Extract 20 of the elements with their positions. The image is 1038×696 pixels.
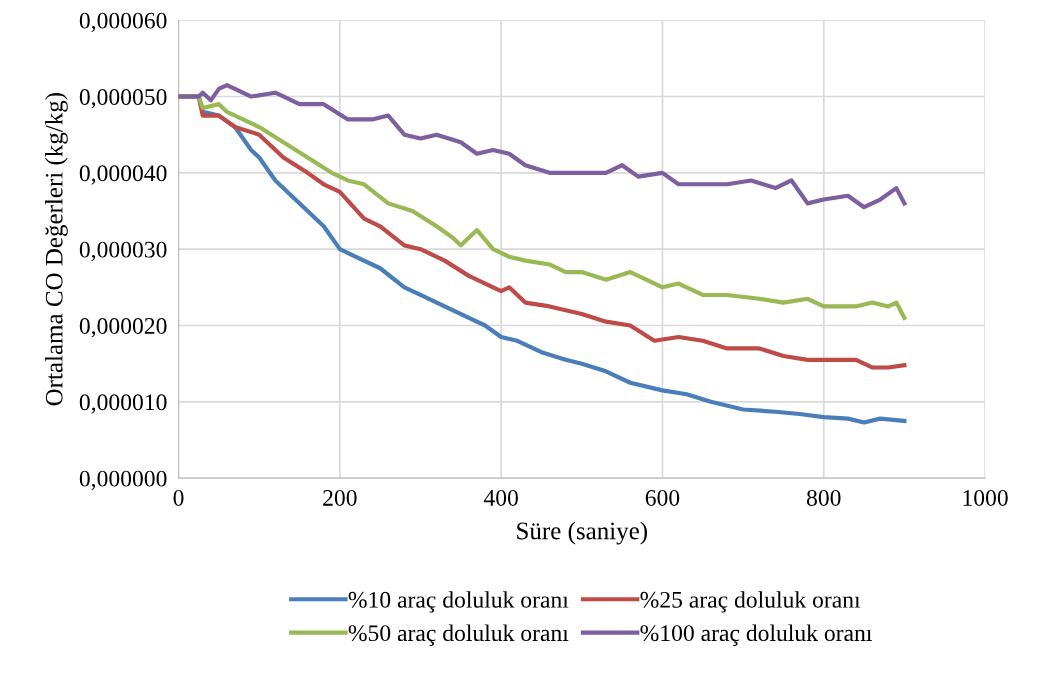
y-tick-label: 0,000020 [79, 317, 167, 338]
y-axis-title: Ortalama CO Değerleri (kg/kg) [45, 93, 68, 406]
x-tick-label: 0 [173, 489, 184, 506]
y-tick-label: 0,000050 [79, 89, 167, 109]
y-tick-label: 0,000040 [79, 165, 167, 185]
y-tick-label: 0,000030 [79, 241, 167, 261]
x-axis-title: Süre (saniye) [517, 521, 647, 545]
y-tick-label: 0,000010 [79, 394, 167, 414]
y-tick-label: 0,000060 [79, 12, 167, 33]
legend-label: %50 araç doluluk oranı [348, 624, 569, 646]
legend-label: %10 araç doluluk oranı [348, 591, 569, 613]
legend-label: %25 araç doluluk oranı [640, 591, 861, 613]
line-series [178, 82, 907, 210]
x-tick-label: 200 [323, 489, 357, 506]
x-tick-label: 400 [483, 489, 518, 506]
legend-label: %100 araç doluluk oranı [640, 624, 872, 646]
x-tick-label: 600 [645, 489, 680, 506]
x-tick-label: 800 [806, 489, 841, 506]
x-tick-label: 1000 [963, 489, 1008, 506]
y-tick-label: 0,000000 [79, 470, 167, 490]
